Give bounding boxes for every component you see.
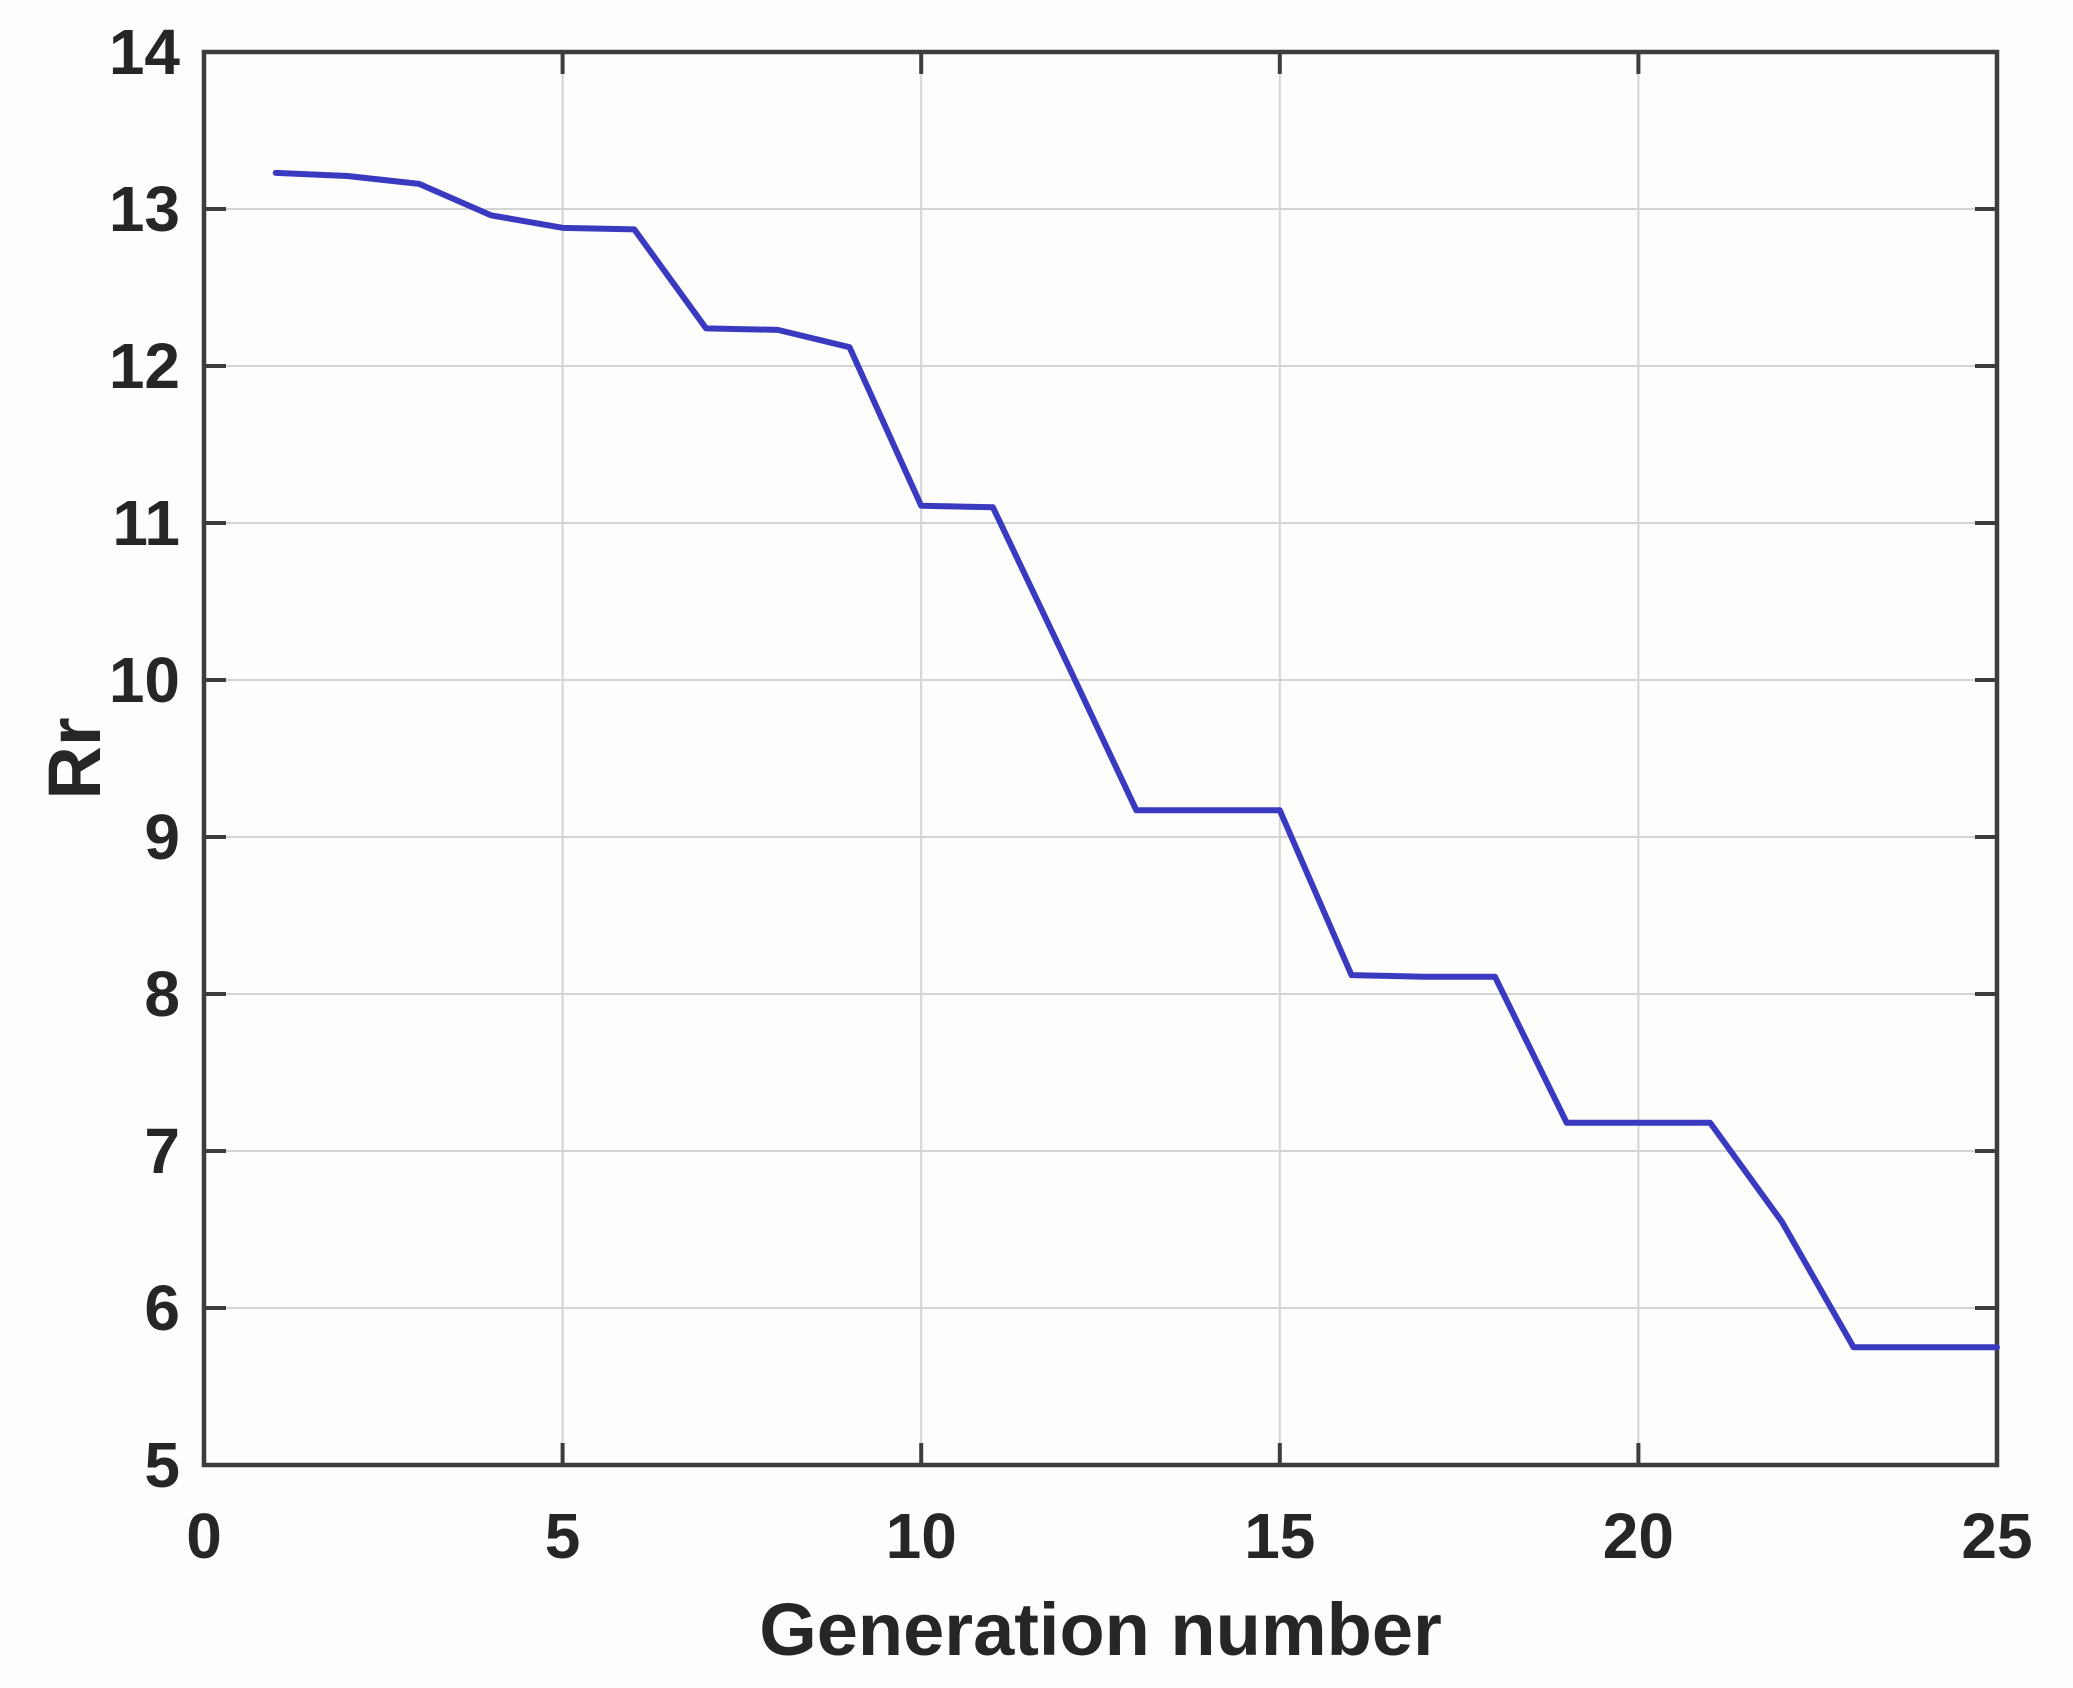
y-tick-label: 11 (112, 487, 180, 559)
x-tick-label: 25 (1961, 1500, 2032, 1572)
y-tick-label: 9 (144, 801, 180, 873)
y-tick-label: 7 (144, 1115, 180, 1187)
series-line (272, 169, 2000, 1351)
x-tick-labels: 0 5 10 15 20 25 (186, 1500, 2032, 1572)
gridlines (203, 51, 1998, 1466)
x-tick-label: 5 (545, 1500, 581, 1572)
y-axis-label: Rr (33, 717, 116, 799)
y-tick-label: 10 (109, 644, 180, 716)
y-tick-label: 12 (109, 330, 180, 402)
y-tick-label: 8 (144, 958, 180, 1030)
y-tick-label: 6 (144, 1272, 180, 1344)
x-tick-label: 0 (186, 1500, 222, 1572)
y-tick-label: 13 (109, 173, 180, 245)
x-tick-label: 10 (886, 1500, 957, 1572)
plot-border (201, 49, 2000, 1468)
x-axis-label: Generation number (759, 1588, 1442, 1671)
y-tick-labels: 5 6 7 8 9 10 11 12 13 14 (109, 16, 181, 1501)
x-tick-label: 15 (1244, 1500, 1315, 1572)
y-tick-label: 5 (144, 1429, 180, 1501)
x-tick-label: 20 (1603, 1500, 1674, 1572)
y-tick-label: 14 (109, 16, 181, 88)
axis-ticks (202, 50, 1999, 1467)
